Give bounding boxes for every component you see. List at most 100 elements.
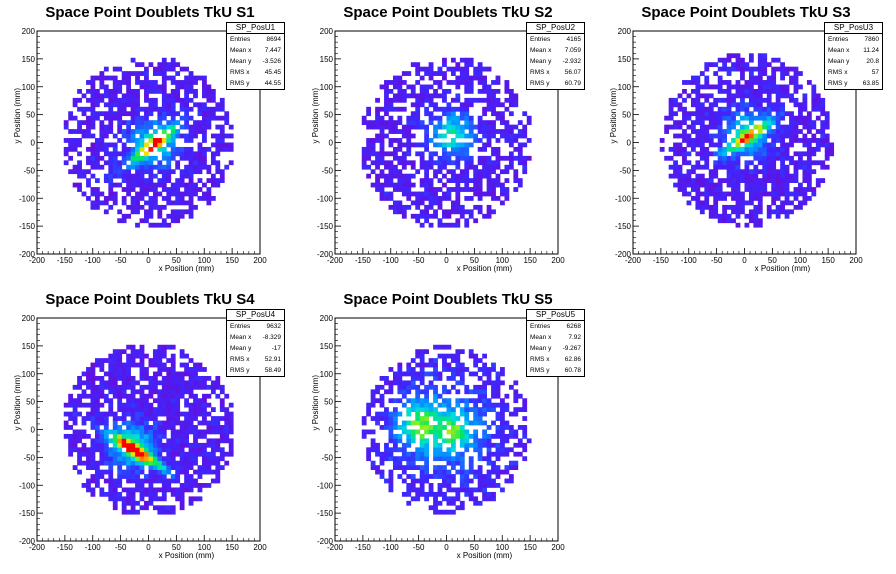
heatmap-cell	[144, 218, 149, 224]
heatmap-cell	[415, 411, 421, 417]
heatmap-cell	[740, 200, 745, 206]
x-tick-label: -50	[413, 256, 425, 265]
heatmap-cell	[139, 433, 145, 439]
heatmap-cell	[117, 367, 123, 372]
heatmap-cell	[188, 425, 194, 430]
heatmap-cell	[228, 124, 234, 130]
heatmap-cell	[144, 407, 149, 413]
heatmap-cell	[170, 487, 176, 493]
heatmap-cell	[731, 84, 736, 90]
heatmap-cell	[450, 200, 456, 206]
heatmap-cell	[108, 465, 114, 470]
heatmap-cell	[726, 80, 732, 85]
heatmap-cell	[446, 80, 452, 85]
heatmap-cell	[202, 398, 207, 404]
heatmap-cell	[388, 151, 394, 157]
heatmap-cell	[117, 474, 123, 479]
heatmap-cell	[406, 367, 412, 372]
heatmap-cell	[215, 447, 221, 453]
heatmap-cell	[482, 362, 487, 368]
heatmap-cell	[401, 93, 407, 99]
heatmap-cell	[780, 200, 785, 206]
heatmap-cell	[504, 169, 510, 175]
heatmap-cell	[197, 420, 203, 426]
heatmap-cell	[442, 451, 447, 457]
heatmap-cell	[415, 393, 421, 399]
heatmap-cell	[717, 97, 723, 103]
heatmap-cell	[477, 129, 483, 134]
heatmap-cell	[464, 80, 470, 85]
heatmap-cell	[392, 124, 398, 130]
heatmap-cell	[442, 155, 447, 161]
heatmap-cell	[517, 178, 523, 183]
heatmap-cell	[361, 433, 367, 439]
heatmap-cell	[152, 106, 158, 112]
heatmap-cell	[370, 438, 376, 444]
heatmap-cell	[166, 407, 172, 413]
x-tick-label: -50	[115, 543, 127, 552]
heatmap-cell	[184, 460, 189, 466]
heatmap-cell	[477, 182, 483, 188]
heatmap-cell	[437, 433, 443, 439]
heatmap-cell	[450, 151, 456, 157]
heatmap-cell	[152, 66, 158, 72]
heatmap-cell	[90, 491, 96, 497]
heatmap-cell	[437, 483, 443, 488]
heatmap-cell	[762, 57, 768, 63]
heatmap-cell	[157, 411, 163, 417]
heatmap-cell	[170, 416, 176, 421]
heatmap-cell	[419, 84, 425, 90]
heatmap-cell	[419, 160, 425, 166]
heatmap-cell	[108, 155, 114, 161]
heatmap-cell	[179, 429, 185, 435]
heatmap-cell	[126, 213, 132, 219]
heatmap-cell	[731, 209, 736, 215]
heatmap-cell	[459, 129, 465, 134]
heatmap-cell	[397, 375, 403, 381]
heatmap-cell	[771, 196, 777, 201]
heatmap-cell	[464, 447, 470, 453]
heatmap-cell	[175, 402, 181, 408]
heatmap-cell	[112, 456, 118, 462]
heatmap-cell	[699, 191, 705, 197]
heatmap-cell	[428, 425, 434, 430]
heatmap-cell	[184, 429, 189, 435]
heatmap-cell	[735, 204, 741, 210]
heatmap-cell	[780, 187, 785, 192]
heatmap-cell	[112, 505, 118, 511]
heatmap-cell	[766, 97, 772, 103]
heatmap-cell	[806, 80, 812, 85]
heatmap-cell	[161, 478, 167, 484]
heatmap-cell	[135, 160, 140, 166]
heatmap-cell	[121, 416, 127, 421]
heatmap-cell	[784, 146, 790, 152]
heatmap-cell	[450, 178, 456, 183]
heatmap-cell	[450, 353, 456, 359]
heatmap-cell	[94, 375, 100, 381]
heatmap-cell	[202, 416, 207, 421]
heatmap-cell	[789, 173, 794, 179]
heatmap-cell	[424, 191, 430, 197]
heatmap-cell	[793, 124, 799, 130]
heatmap-cell	[433, 456, 438, 462]
heatmap-cell	[477, 384, 483, 390]
heatmap-cell	[690, 102, 696, 108]
heatmap-cell	[740, 133, 745, 139]
heatmap-cell	[766, 164, 772, 170]
heatmap-cell	[735, 169, 741, 175]
heatmap-cell	[686, 133, 692, 139]
heatmap-cell	[219, 133, 225, 139]
heatmap-cell	[793, 196, 799, 201]
heatmap-cell	[157, 474, 163, 479]
heatmap-cell	[415, 106, 421, 112]
heatmap-cell	[798, 102, 803, 108]
heatmap-cell	[771, 160, 777, 166]
heatmap-cell	[446, 500, 452, 506]
y-tick-label: -100	[615, 194, 632, 203]
heatmap-cell	[157, 222, 163, 228]
heatmap-cell	[379, 411, 385, 417]
heatmap-cell	[197, 380, 203, 386]
heatmap-cell	[491, 178, 496, 183]
heatmap-cell	[495, 451, 501, 457]
heatmap-cell	[468, 465, 474, 470]
